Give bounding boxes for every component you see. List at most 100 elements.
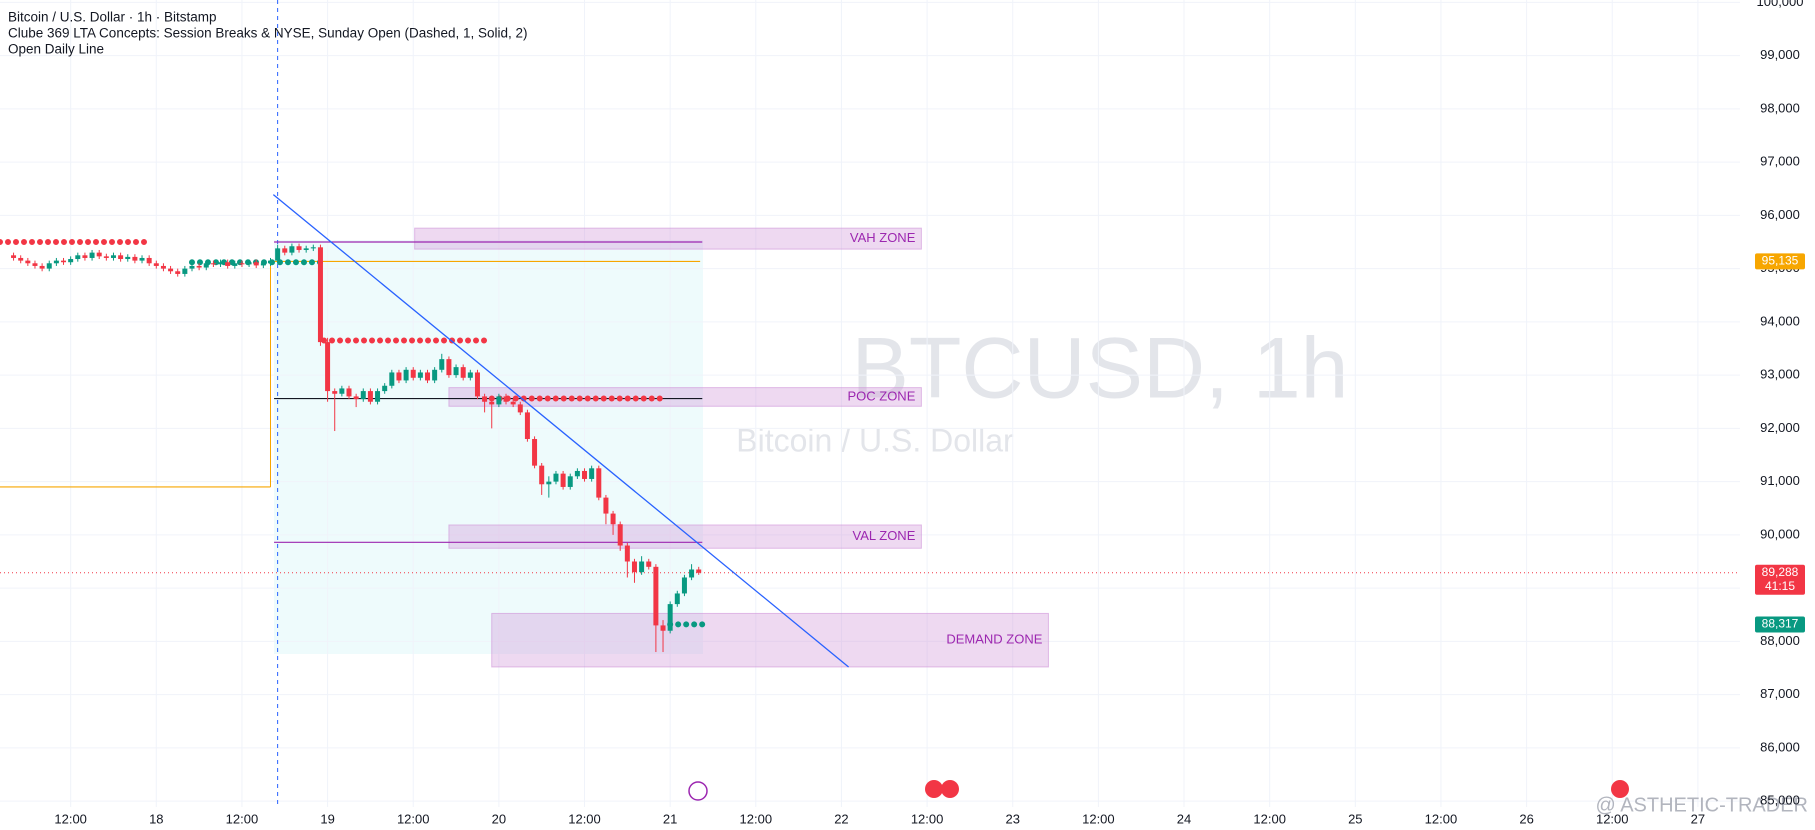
y-tick-label: 96,000	[1760, 207, 1800, 222]
price-badge	[1755, 253, 1805, 270]
zone	[491, 612, 1049, 668]
candle-body	[160, 265, 166, 269]
candle-body	[553, 473, 559, 482]
candle-body	[425, 372, 431, 381]
candle-body	[674, 593, 680, 605]
candle-body	[61, 260, 67, 263]
x-tick-label: 19	[320, 811, 334, 826]
x-tick-label: 12:00	[740, 811, 773, 826]
candle-body	[574, 470, 580, 477]
y-tick-label: 91,000	[1760, 473, 1800, 488]
zone	[414, 227, 922, 250]
candle-body	[610, 513, 616, 525]
candle-body	[310, 247, 316, 249]
x-tick-label: 22	[834, 811, 848, 826]
zone-label: VAL ZONE	[853, 528, 916, 543]
price-badge	[1755, 564, 1805, 595]
candle-body	[339, 388, 345, 394]
candle-body	[582, 470, 588, 479]
candle-body	[239, 263, 245, 265]
candle-body	[325, 342, 331, 392]
candle-body	[303, 248, 309, 250]
candle-body	[646, 561, 652, 567]
y-tick-label: 99,000	[1760, 47, 1800, 62]
candle-body	[624, 545, 630, 562]
x-tick-label: 26	[1519, 811, 1533, 826]
candle-body	[353, 396, 359, 400]
watermark-desc: Bitcoin / U.S. Dollar	[736, 422, 1014, 458]
price-badge-label: 88,317	[1762, 617, 1799, 631]
candle-body	[417, 372, 423, 378]
y-tick-label: 98,000	[1760, 100, 1800, 115]
candle-body	[367, 391, 373, 402]
candle-body	[510, 401, 516, 405]
candle-body	[39, 265, 45, 269]
candle-body	[282, 248, 288, 253]
candle-body	[482, 396, 488, 402]
x-tick-label: 12:00	[1082, 811, 1115, 826]
event-icon[interactable]	[688, 781, 708, 801]
candle-body	[389, 372, 395, 386]
candle-body	[617, 524, 623, 546]
candle-body	[460, 367, 466, 378]
candle-body	[139, 257, 145, 261]
candle-body	[218, 262, 224, 265]
zone	[448, 524, 922, 549]
candle-body	[182, 268, 188, 274]
value-area-box	[274, 240, 703, 654]
candle-body	[560, 473, 566, 487]
candle-body	[296, 246, 302, 250]
candle-body	[603, 497, 609, 514]
x-tick-label: 12:00	[568, 811, 601, 826]
credit: @ ASTHETIC-TRADER	[1595, 794, 1808, 816]
candle-body	[596, 468, 602, 498]
candle-body	[110, 255, 116, 258]
candle-body	[496, 396, 502, 405]
candle-body	[189, 265, 195, 269]
candle-body	[432, 369, 438, 381]
candle-body	[32, 263, 38, 266]
price-badge	[1755, 616, 1805, 633]
candle-body	[653, 566, 659, 626]
zone	[448, 387, 922, 407]
x-tick-label: 12:00	[1253, 811, 1286, 826]
candle-body	[589, 468, 595, 479]
watermark-symbol: BTCUSD, 1h	[851, 321, 1348, 417]
candle-body	[203, 263, 209, 268]
x-tick-label: 20	[492, 811, 506, 826]
candle-body	[410, 369, 416, 378]
candle-body	[467, 372, 473, 378]
candle-body	[175, 271, 181, 274]
candle-body	[11, 255, 17, 258]
candle-body	[489, 401, 495, 405]
x-tick-label: 12:00	[226, 811, 259, 826]
y-tick-label: 86,000	[1760, 739, 1800, 754]
candle-body	[503, 396, 509, 402]
y-tick-label: 92,000	[1760, 420, 1800, 435]
candle-body	[660, 625, 666, 631]
candle-body	[689, 569, 695, 578]
candle-body	[396, 372, 402, 381]
indicator-line: Open Daily Line	[8, 42, 104, 57]
event-icon[interactable]	[925, 780, 943, 798]
candle-body	[89, 252, 95, 258]
candle-body	[639, 561, 645, 573]
event-icon[interactable]	[1611, 780, 1629, 798]
trendline	[272, 194, 850, 668]
candle-body	[360, 391, 366, 400]
y-tick-label: 97,000	[1760, 154, 1800, 169]
plot: VAH ZONE POC ZONE VAL ZONE DEMAND ZONE	[0, 0, 1740, 807]
price-badge-label: 95,135	[1762, 254, 1799, 268]
x-tick-label: 12:00	[397, 811, 430, 826]
x-tick-label: 21	[663, 811, 677, 826]
candle-body	[539, 465, 545, 485]
candle-body	[631, 561, 637, 573]
x-tick-label: 12:00	[911, 811, 944, 826]
zone-label: POC ZONE	[847, 388, 915, 403]
candle-body	[96, 252, 102, 257]
candle-body	[375, 391, 381, 402]
x-tick-label: 18	[149, 811, 163, 826]
candle-body	[532, 439, 538, 466]
price-badge-label: 89,288	[1762, 565, 1799, 579]
event-icon[interactable]	[941, 780, 959, 798]
